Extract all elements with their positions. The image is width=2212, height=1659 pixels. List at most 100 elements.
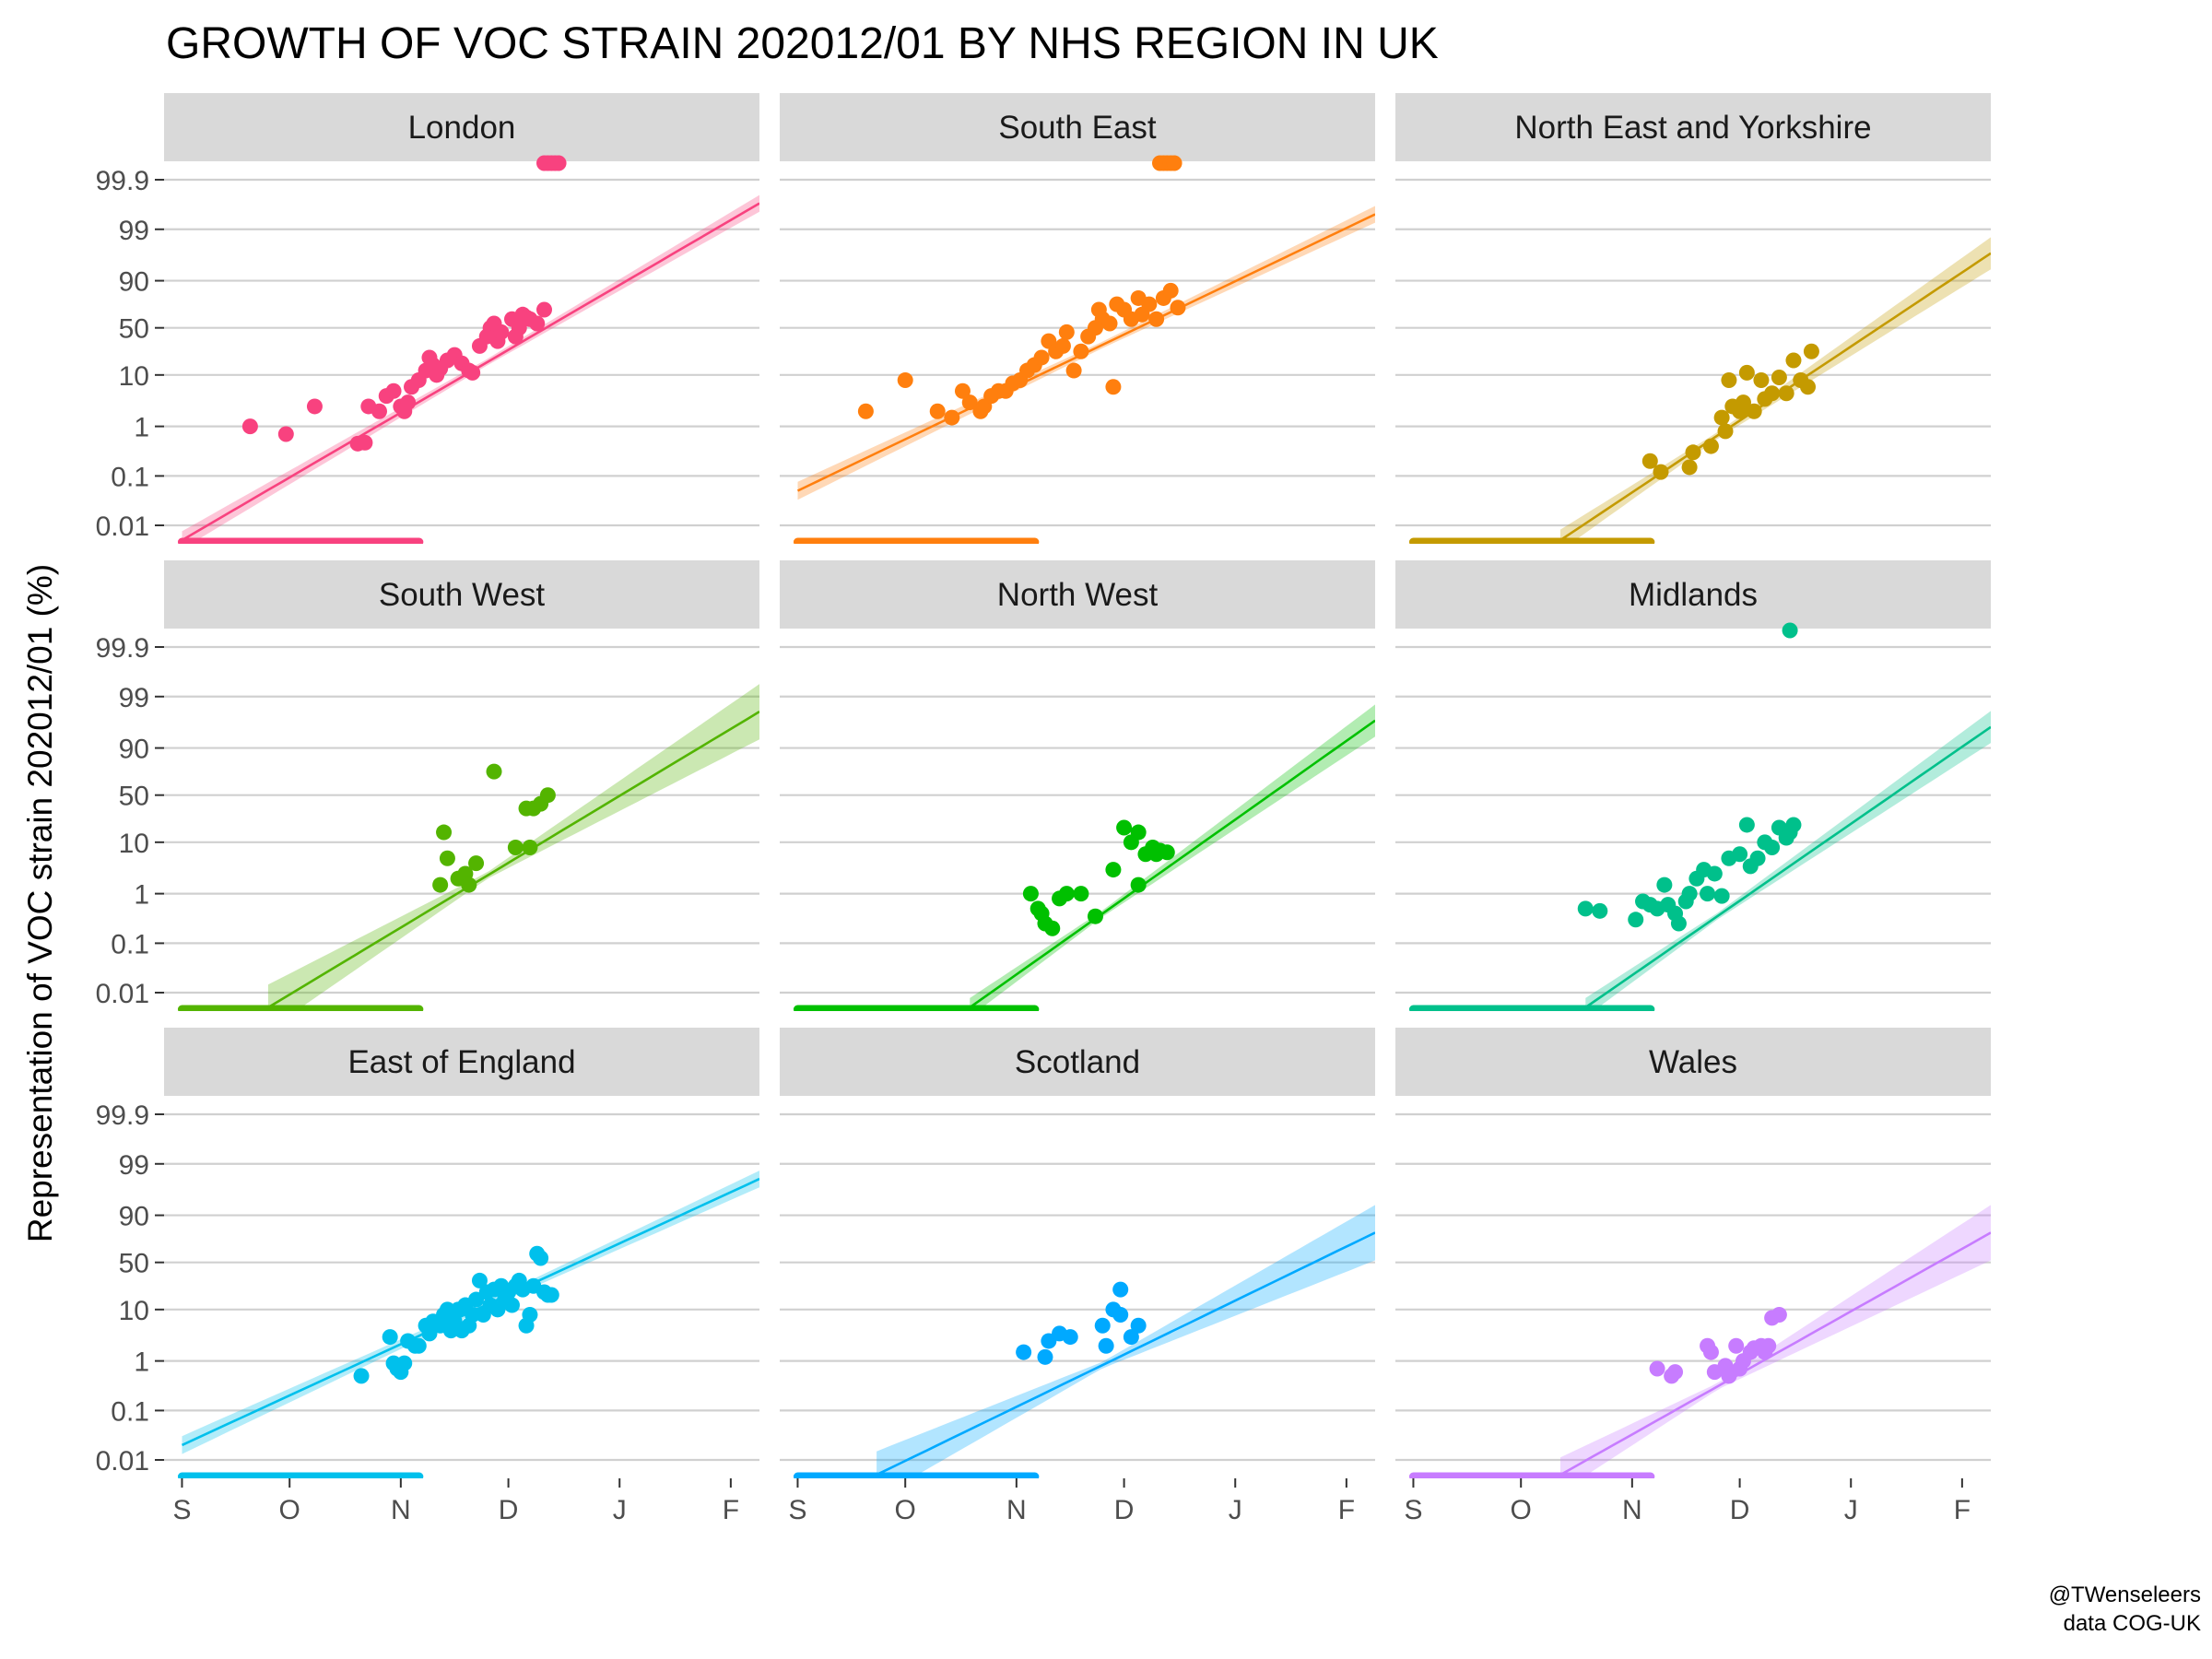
data-point (439, 850, 455, 866)
data-point (1033, 349, 1050, 366)
data-point (1105, 862, 1122, 878)
data-point (1162, 282, 1179, 299)
x-tick-label: S (1404, 1495, 1422, 1525)
x-tick-label: J (613, 1495, 627, 1525)
x-tick-label: O (1511, 1495, 1532, 1525)
facet-strip (780, 1028, 1375, 1096)
data-point (944, 409, 960, 426)
facet-panel: South East (780, 93, 1375, 544)
data-point (410, 1337, 427, 1354)
facet-panel: South West 99.9 99 90 50 10 1 0.1 0.01 (96, 560, 759, 1011)
fit-line (876, 1231, 1375, 1477)
y-tick-label: 0.1 (111, 1396, 149, 1427)
data-point (1112, 1307, 1129, 1324)
data-point (1016, 1344, 1032, 1360)
data-point (421, 1325, 438, 1342)
x-tick-label: N (391, 1495, 411, 1525)
facet-strip-label: South East (998, 110, 1156, 146)
confidence-band (970, 704, 1375, 1011)
facet-strip-label: London (408, 110, 516, 146)
data-point (1592, 902, 1608, 919)
data-point (1771, 370, 1787, 386)
facet-strip (164, 93, 759, 161)
data-point (1735, 394, 1751, 411)
panel-plot-area (1408, 1205, 1991, 1478)
facet-strip (1395, 560, 1991, 629)
x-tick-label: F (723, 1495, 739, 1525)
x-tick-label: J (1229, 1495, 1242, 1525)
y-tick-label: 99.9 (96, 633, 149, 664)
data-point (536, 301, 553, 318)
data-point (1649, 1360, 1665, 1377)
facet-strip (1395, 1028, 1991, 1096)
fit-line (1559, 1231, 1991, 1477)
data-point (1738, 364, 1755, 381)
confidence-band (1585, 711, 1991, 1011)
data-point (503, 1297, 520, 1313)
data-point (465, 364, 481, 381)
panel-plot-area (177, 684, 759, 1011)
data-point (1670, 915, 1687, 932)
y-tick-label: 0.01 (96, 512, 149, 542)
data-point (1717, 423, 1734, 440)
data-point (432, 877, 449, 893)
data-point (439, 1301, 455, 1318)
confidence-band (1560, 1205, 1991, 1478)
facet-panel: Wales S O N D J F (1395, 1028, 1991, 1525)
data-point (1702, 438, 1719, 454)
data-point (961, 394, 978, 411)
data-point (1785, 817, 1802, 833)
y-tick-label: 90 (119, 267, 149, 298)
data-point (1738, 817, 1755, 833)
data-point (486, 763, 502, 780)
y-tick-label: 99 (119, 1150, 149, 1181)
data-point (1073, 886, 1089, 902)
data-point (1681, 886, 1698, 902)
data-point (1760, 1337, 1777, 1354)
data-point (1022, 886, 1039, 902)
y-tick-label: 90 (119, 1202, 149, 1232)
facet-strip-label: South West (379, 577, 546, 613)
data-point (1130, 1317, 1147, 1334)
data-point (400, 394, 417, 411)
data-point (1159, 844, 1175, 861)
data-point (371, 403, 387, 419)
y-tick-label: 99.9 (96, 166, 149, 196)
data-point (1148, 311, 1165, 327)
data-point (471, 1272, 488, 1288)
x-tick-label: F (1954, 1495, 1971, 1525)
x-tick-label: D (1730, 1495, 1750, 1525)
data-point (1764, 385, 1781, 402)
data-point (1721, 372, 1737, 389)
data-point (1667, 1364, 1684, 1381)
facet-strip-label: Scotland (1015, 1044, 1140, 1080)
y-tick-label: 0.01 (96, 979, 149, 1009)
data-point (529, 315, 546, 332)
data-point (1641, 453, 1658, 469)
data-point (1702, 1344, 1719, 1360)
data-point (1098, 1337, 1114, 1354)
facet-strip-label: Wales (1649, 1044, 1737, 1080)
facet-strip-label: North East and Yorkshire (1514, 110, 1871, 146)
x-tick-label: N (1006, 1495, 1027, 1525)
data-point (522, 1307, 538, 1324)
fit-line (267, 710, 759, 1009)
data-point (1764, 840, 1781, 856)
data-point (897, 372, 913, 389)
x-tick-label: D (1114, 1495, 1135, 1525)
fit-line (1584, 725, 1991, 1009)
y-axis-title: Representation of VOC strain 202012/01 (… (21, 564, 59, 1242)
facet-panel: Scotland S O N D J F (780, 1028, 1375, 1525)
y-tick-label: 0.01 (96, 1446, 149, 1477)
y-tick-label: 99 (119, 683, 149, 713)
data-point (1116, 819, 1133, 836)
panel-plot-area (177, 1171, 759, 1478)
fit-line (969, 719, 1375, 1009)
data-point (507, 840, 524, 856)
panel-plot-area (793, 1205, 1375, 1478)
data-point (1732, 846, 1748, 863)
data-point (465, 1307, 481, 1324)
data-point (1141, 296, 1158, 312)
data-point (1785, 352, 1802, 369)
data-point (1054, 337, 1071, 354)
